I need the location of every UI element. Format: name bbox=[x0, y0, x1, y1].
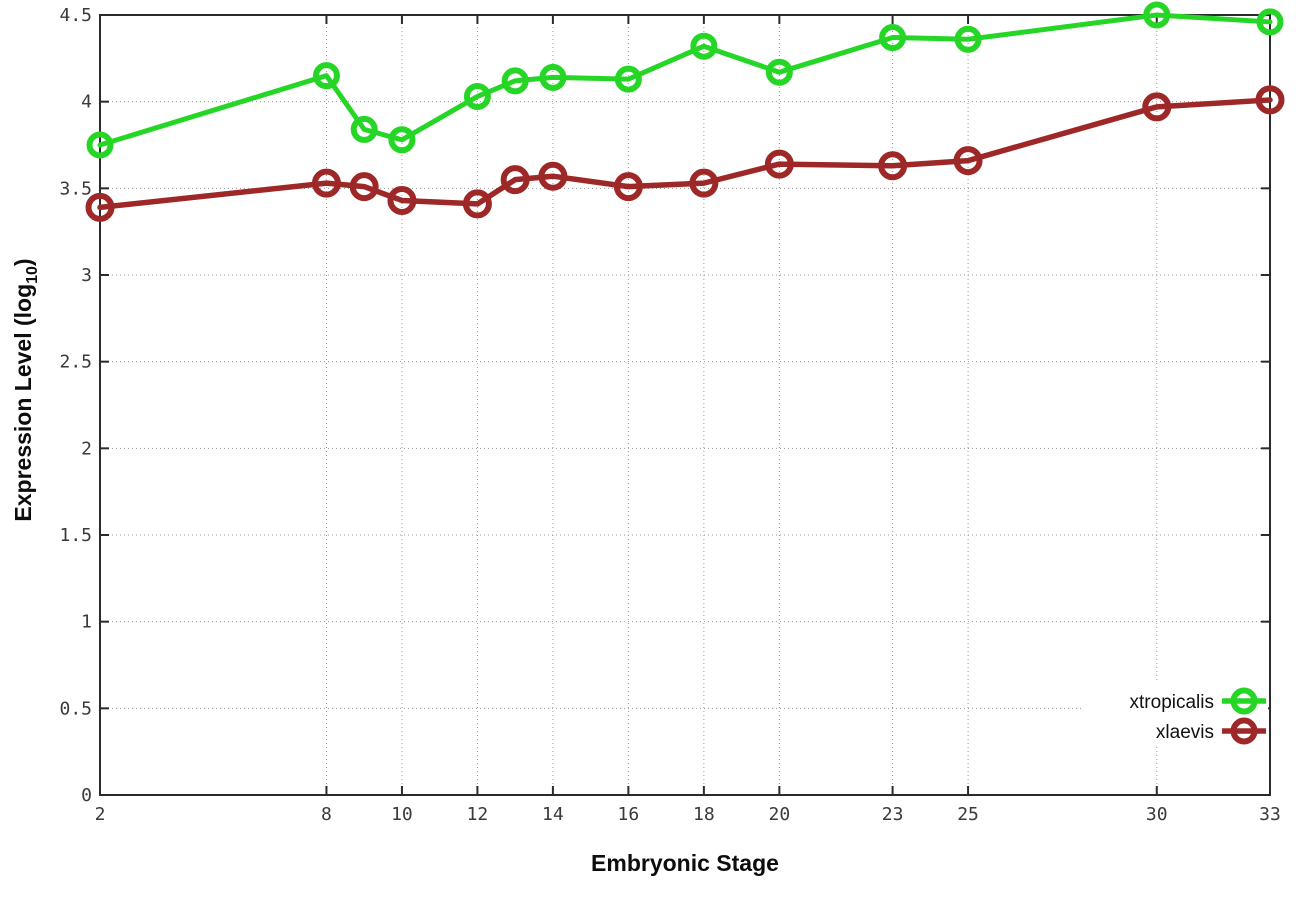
y-tick-label: 4 bbox=[81, 92, 92, 113]
y-axis-title: Expression Level (log10) bbox=[10, 258, 42, 521]
data-point-xlaevis-stage-33[interactable] bbox=[1255, 85, 1285, 115]
x-tick-label: 33 bbox=[1259, 804, 1281, 825]
data-point-xtropicalis-stage-13[interactable] bbox=[501, 67, 529, 95]
x-axis-title: Embryonic Stage bbox=[591, 850, 779, 876]
legend-marker-icon-xlaevis bbox=[1230, 717, 1258, 745]
data-point-xlaevis-stage-30[interactable] bbox=[1142, 92, 1172, 122]
legend-marker-icon-xtropicalis bbox=[1230, 687, 1258, 715]
data-point-xtropicalis-stage-9[interactable] bbox=[350, 115, 378, 143]
data-point-xlaevis-stage-23[interactable] bbox=[878, 151, 908, 181]
data-point-xtropicalis-stage-25[interactable] bbox=[954, 25, 982, 53]
data-point-xtropicalis-stage-8[interactable] bbox=[312, 62, 340, 90]
data-point-xtropicalis-stage-30[interactable] bbox=[1143, 1, 1171, 29]
data-point-xlaevis-stage-9[interactable] bbox=[349, 172, 379, 202]
y-tick-label: 0 bbox=[81, 785, 92, 806]
data-point-xtropicalis-stage-14[interactable] bbox=[539, 63, 567, 91]
data-point-xtropicalis-stage-2[interactable] bbox=[86, 131, 114, 159]
x-tick-label: 25 bbox=[957, 804, 979, 825]
x-tick-label: 30 bbox=[1146, 804, 1168, 825]
data-point-xlaevis-stage-2[interactable] bbox=[85, 192, 115, 222]
legend-label-xlaevis: xlaevis bbox=[1156, 722, 1214, 743]
data-point-xlaevis-stage-12[interactable] bbox=[462, 189, 492, 219]
data-point-xtropicalis-stage-10[interactable] bbox=[388, 126, 416, 154]
data-point-xlaevis-stage-8[interactable] bbox=[311, 168, 341, 198]
x-tick-label: 23 bbox=[882, 804, 904, 825]
data-point-xtropicalis-stage-23[interactable] bbox=[879, 24, 907, 52]
series-line-xlaevis bbox=[97, 97, 1273, 211]
x-tick-label: 20 bbox=[769, 804, 791, 825]
data-point-xlaevis-stage-10[interactable] bbox=[387, 185, 417, 215]
y-tick-label: 2 bbox=[81, 438, 92, 459]
data-point-xtropicalis-stage-33[interactable] bbox=[1256, 8, 1284, 36]
data-point-xlaevis-stage-16[interactable] bbox=[613, 172, 643, 202]
y-tick-label: 1 bbox=[81, 612, 92, 633]
data-point-xlaevis-stage-18[interactable] bbox=[689, 168, 719, 198]
legend-label-xtropicalis: xtropicalis bbox=[1130, 692, 1214, 713]
x-tick-label: 8 bbox=[321, 804, 332, 825]
y-tick-label: 3 bbox=[81, 265, 92, 286]
y-tick-label: 3.5 bbox=[59, 178, 92, 199]
y-axis-title-subscript: 10 bbox=[23, 266, 41, 284]
data-point-xlaevis-stage-14[interactable] bbox=[538, 161, 568, 191]
y-tick-label: 4.5 bbox=[59, 5, 92, 26]
x-tick-label: 16 bbox=[618, 804, 640, 825]
data-point-xtropicalis-stage-16[interactable] bbox=[614, 65, 642, 93]
data-point-xlaevis-stage-25[interactable] bbox=[953, 146, 983, 176]
data-point-xlaevis-stage-20[interactable] bbox=[764, 149, 794, 179]
y-tick-label: 2.5 bbox=[59, 352, 92, 373]
x-tick-label: 14 bbox=[542, 804, 564, 825]
data-point-xtropicalis-stage-20[interactable] bbox=[765, 58, 793, 86]
y-tick-label: 1.5 bbox=[59, 525, 92, 546]
x-tick-label: 12 bbox=[467, 804, 489, 825]
data-point-xtropicalis-stage-18[interactable] bbox=[690, 32, 718, 60]
x-tick-label: 10 bbox=[391, 804, 413, 825]
data-point-xlaevis-stage-13[interactable] bbox=[500, 165, 530, 195]
x-tick-label: 18 bbox=[693, 804, 715, 825]
y-axis-title-text: ) bbox=[10, 258, 37, 267]
y-tick-label: 0.5 bbox=[59, 698, 92, 719]
plot-border bbox=[99, 14, 1271, 796]
y-axis-title-text: Expression Level (log bbox=[10, 283, 37, 522]
x-tick-label: 2 bbox=[95, 804, 106, 825]
data-point-xtropicalis-stage-12[interactable] bbox=[463, 82, 491, 110]
